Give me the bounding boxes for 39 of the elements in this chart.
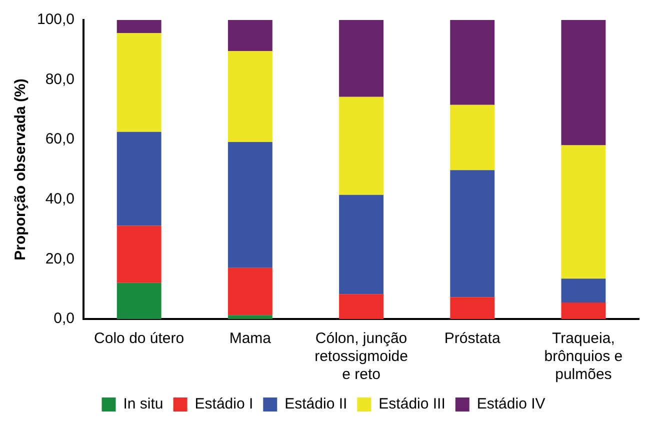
bar	[561, 145, 606, 279]
y-tick-label: 60,0	[45, 130, 75, 148]
bar	[450, 170, 495, 298]
bar	[116, 282, 162, 319]
bar	[450, 297, 495, 319]
bar	[450, 20, 495, 105]
legend-label: Estádio I	[194, 396, 254, 413]
x-tick-label: Cólon, junção retossigmoide e reto	[314, 330, 408, 384]
bar	[116, 20, 162, 34]
x-tick-label: Traqueia, brônquios e pulmões	[544, 330, 623, 384]
bar	[339, 294, 384, 319]
bar	[561, 278, 606, 303]
y-axis-title: Proporção observada (%)	[12, 78, 30, 260]
y-tick-label: 20,0	[45, 250, 75, 268]
bar	[116, 226, 162, 283]
y-tick-label: 40,0	[45, 190, 75, 208]
bar	[228, 51, 272, 142]
bar	[116, 132, 162, 226]
bar	[339, 20, 384, 97]
legend-label: Estádio IV	[476, 396, 546, 413]
y-tick-label: 100,0	[36, 11, 75, 28]
x-tick-label: Próstata	[444, 330, 501, 348]
legend-label: Estádio II	[284, 396, 348, 413]
bar	[450, 104, 495, 170]
y-tick-label: 80,0	[45, 70, 75, 88]
bar	[339, 194, 384, 294]
bar	[561, 302, 606, 319]
legend-label: Estádio III	[378, 396, 446, 413]
bar	[228, 142, 272, 268]
x-tick-label: Colo do útero	[94, 330, 184, 348]
bar	[228, 315, 272, 319]
bar	[228, 20, 272, 52]
bar	[116, 33, 162, 132]
bar	[228, 268, 272, 316]
bar	[561, 20, 606, 146]
legend-label: In situ	[123, 396, 164, 413]
y-tick-label: 0,0	[54, 310, 75, 328]
bar	[339, 96, 384, 195]
x-tick-label: Mama	[229, 330, 272, 348]
